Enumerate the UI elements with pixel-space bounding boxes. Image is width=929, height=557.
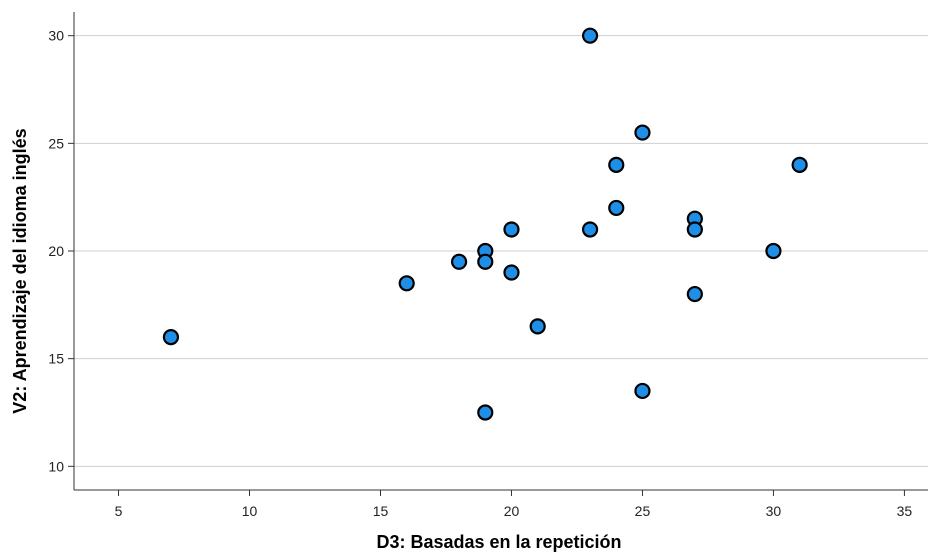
data-point [581, 221, 599, 238]
data-points [162, 27, 808, 421]
data-point [529, 318, 546, 335]
x-axis-title: D3: Basadas en la repetición [376, 532, 621, 552]
y-tick-label: 10 [48, 458, 64, 474]
data-point [686, 285, 703, 303]
gridlines [74, 35, 928, 467]
data-point [162, 329, 180, 346]
data-point [581, 27, 599, 44]
x-tick-label: 30 [766, 503, 782, 519]
data-point [608, 199, 625, 217]
y-tick-label: 30 [48, 28, 64, 44]
data-point [503, 264, 520, 281]
data-point [686, 221, 703, 238]
data-point [634, 382, 651, 400]
y-tick-label: 20 [48, 243, 64, 259]
y-axis-title: V2: Aprendizaje del idioma inglés [10, 128, 30, 413]
data-point [791, 156, 808, 173]
data-point [608, 156, 625, 173]
y-tick-label: 15 [48, 351, 64, 367]
data-point [503, 221, 520, 238]
data-point [398, 275, 415, 292]
data-point [765, 242, 782, 260]
x-tick-label: 10 [242, 503, 258, 519]
x-tick-label: 35 [897, 503, 913, 519]
y-axis-ticks: 10 15 20 25 30 [48, 28, 74, 474]
data-point [477, 404, 494, 421]
y-tick-label: 25 [48, 135, 64, 151]
x-tick-label: 5 [115, 503, 123, 519]
x-tick-label: 25 [635, 503, 651, 519]
data-point [634, 124, 651, 141]
x-tick-label: 20 [504, 503, 520, 519]
x-axis-ticks: 5 10 15 20 25 30 35 [115, 490, 913, 519]
data-point [477, 253, 494, 270]
data-point [450, 253, 468, 270]
x-tick-label: 15 [373, 503, 389, 519]
